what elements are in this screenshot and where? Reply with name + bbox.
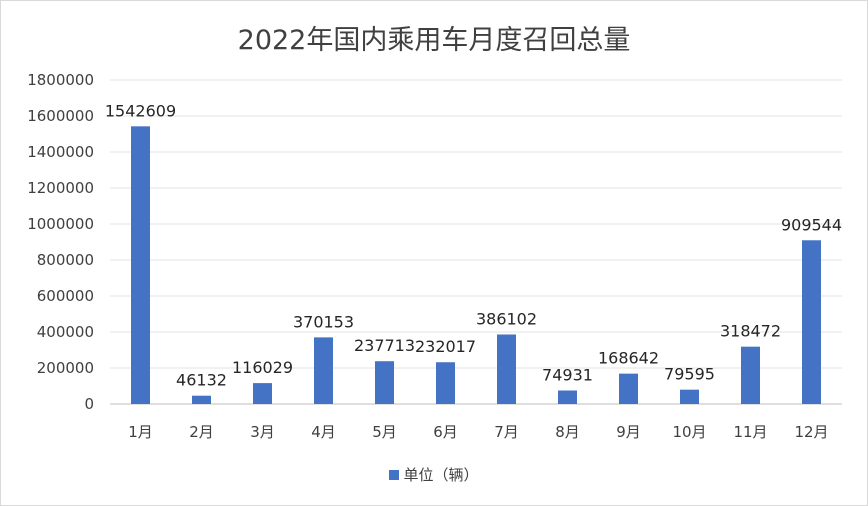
data-label: 116029 (232, 358, 293, 377)
bar (558, 390, 577, 404)
y-tick-label: 0 (84, 395, 94, 413)
x-tick-label: 6月 (433, 423, 458, 441)
y-tick-label: 800000 (37, 251, 94, 269)
x-tick-label: 11月 (733, 423, 767, 441)
x-tick-label: 12月 (794, 423, 828, 441)
bar (741, 346, 760, 404)
y-tick-label: 400000 (37, 323, 94, 341)
x-tick-label: 10月 (672, 423, 706, 441)
bar (436, 362, 455, 404)
data-label: 79595 (664, 365, 715, 384)
bar (131, 126, 150, 404)
chart-title: 2022年国内乘用车月度召回总量 (237, 25, 631, 56)
legend: 单位（辆） (0, 464, 868, 485)
data-label: 909544 (781, 215, 842, 234)
bars (131, 126, 821, 404)
data-label: 237713 (354, 336, 415, 355)
bar (619, 373, 638, 404)
y-tick-label: 200000 (37, 359, 94, 377)
y-tick-label: 1800000 (27, 71, 94, 89)
bar (680, 389, 699, 404)
y-tick-label: 1000000 (27, 215, 94, 233)
x-tick-label: 4月 (311, 423, 336, 441)
x-tick-label: 8月 (555, 423, 580, 441)
x-tick-label: 1月 (128, 423, 153, 441)
legend-swatch (389, 469, 400, 480)
data-label: 74931 (542, 366, 593, 385)
bar (192, 395, 211, 404)
x-tick-label: 9月 (616, 423, 641, 441)
bar (314, 337, 333, 404)
y-tick-label: 1400000 (27, 143, 94, 161)
legend-label: 单位（辆） (403, 466, 479, 484)
x-tick-label: 2月 (189, 423, 214, 441)
data-label: 370153 (293, 312, 354, 331)
x-tick-label: 3月 (250, 423, 275, 441)
bar (253, 383, 272, 404)
x-tick-label: 5月 (372, 423, 397, 441)
data-label: 168642 (598, 349, 659, 368)
bar (375, 361, 394, 404)
data-label: 232017 (415, 337, 476, 356)
y-axis: 0 200000 400000 600000 800000 1000000 1200000 1… (27, 71, 94, 413)
data-label: 46132 (176, 371, 227, 390)
gridlines (110, 79, 842, 405)
bar (497, 334, 516, 404)
data-label: 1542609 (105, 101, 176, 120)
y-tick-label: 600000 (37, 287, 94, 305)
x-axis: 1月 2月 3月 4月 5月 6月 7月 8月 9月 10月 11月 12月 (128, 423, 828, 441)
y-tick-label: 1600000 (27, 107, 94, 125)
y-tick-label: 1200000 (27, 179, 94, 197)
x-tick-label: 7月 (494, 423, 519, 441)
data-label: 318472 (720, 322, 781, 341)
bar (802, 240, 821, 404)
data-label: 386102 (476, 310, 537, 329)
